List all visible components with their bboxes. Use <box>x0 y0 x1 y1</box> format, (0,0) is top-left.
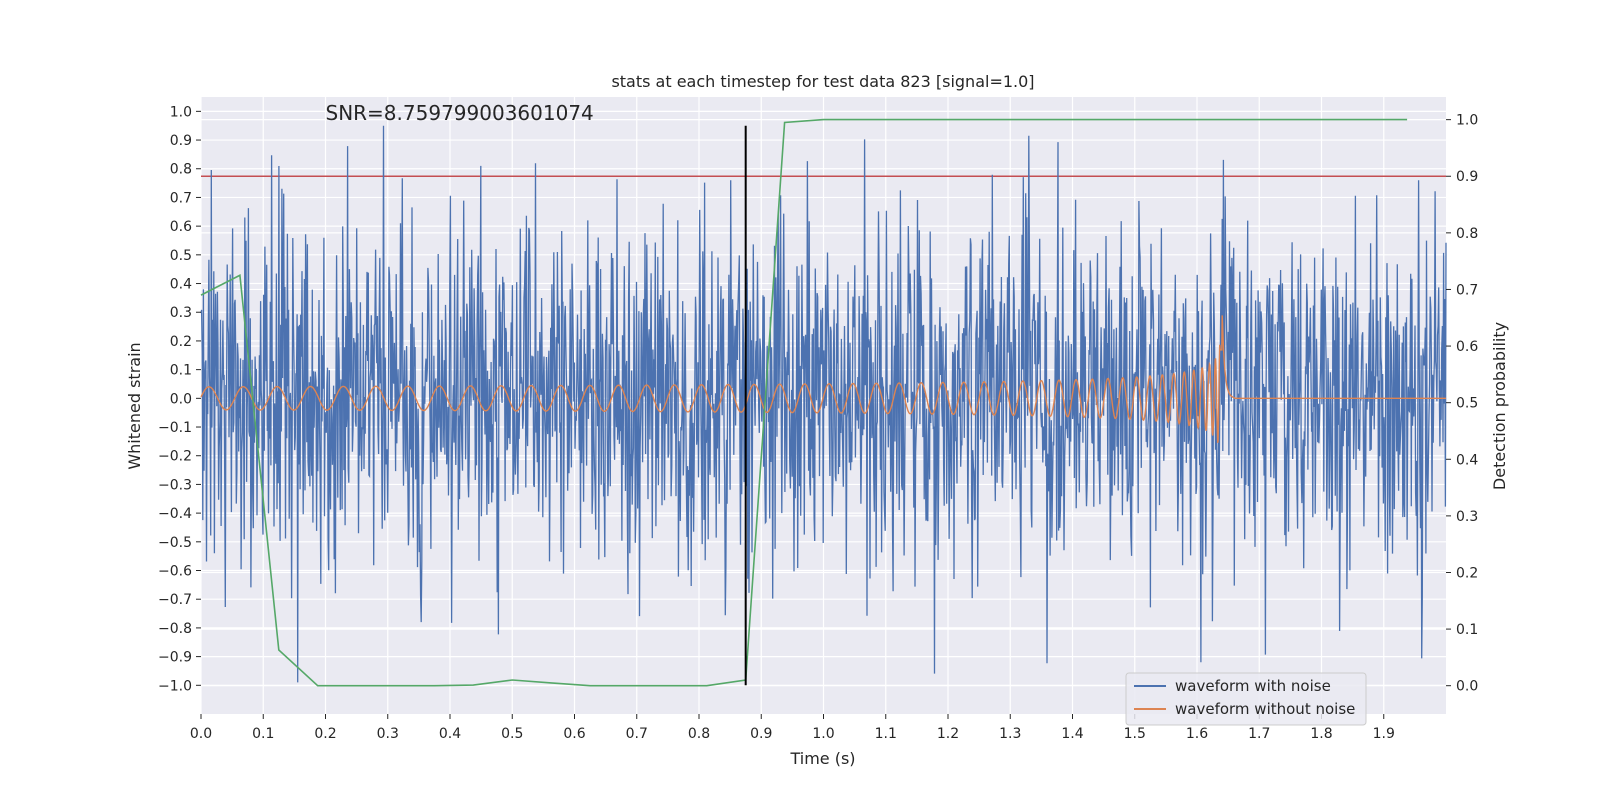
x-tick-label: 1.6 <box>1186 726 1208 742</box>
y2-tick-label: 0.3 <box>1456 509 1478 525</box>
y-tick-label: 0.7 <box>170 190 192 206</box>
y-tick-label: 0.9 <box>170 133 192 149</box>
y2-tick-label: 0.0 <box>1456 679 1478 695</box>
y2-tick-label: 0.5 <box>1456 396 1478 412</box>
y-tick-label: −0.4 <box>158 506 192 522</box>
x-tick-label: 1.4 <box>1061 726 1083 742</box>
y-tick-label: −1.0 <box>158 678 192 694</box>
y-tick-label: −0.8 <box>158 621 192 637</box>
x-tick-label: 1.9 <box>1373 726 1395 742</box>
y-axis-label: Whitened strain <box>125 342 144 469</box>
y-tick-label: 0.0 <box>170 391 192 407</box>
x-tick-label: 1.3 <box>999 726 1021 742</box>
y2-tick-label: 0.1 <box>1456 622 1478 638</box>
x-axis-ticks: 0.0 0.1 0.2 0.3 0.4 0.5 0.6 0.7 0.8 0.9 1.0 1.1 1.2 1… <box>190 714 1395 742</box>
x-tick-label: 0.6 <box>563 726 585 742</box>
y-tick-label: 0.1 <box>170 363 192 379</box>
x-tick-label: 0.3 <box>377 726 399 742</box>
y2-tick-label: 0.8 <box>1456 226 1478 242</box>
x-tick-label: 1.7 <box>1248 726 1270 742</box>
y-tick-label: −0.2 <box>158 449 192 465</box>
y-tick-label: −0.9 <box>158 650 192 666</box>
legend-label-noise: waveform with noise <box>1175 677 1331 695</box>
x-tick-label: 0.2 <box>314 726 336 742</box>
y2-axis-label: Detection probability <box>1490 322 1509 490</box>
y-tick-label: −0.3 <box>158 477 192 493</box>
y2-axis-ticks: 1.0 0.9 0.8 0.7 0.6 0.5 0.4 0.3 0.2 0.1 0.0 <box>1446 113 1478 695</box>
x-tick-label: 0.4 <box>439 726 461 742</box>
chart-title: stats at each timestep for test data 823… <box>611 72 1034 91</box>
y-axis-ticks: 1.0 0.9 0.8 0.7 0.6 0.5 0.4 0.3 0.2 0.1 0.0 −0.1 −0.… <box>158 104 201 694</box>
y2-tick-label: 0.4 <box>1456 452 1478 468</box>
x-axis-label: Time (s) <box>789 749 855 768</box>
y-tick-label: 0.6 <box>170 219 192 235</box>
legend-box <box>1125 672 1367 726</box>
y-tick-label: −0.7 <box>158 592 192 608</box>
x-tick-label: 1.8 <box>1310 726 1332 742</box>
y-tick-label: 0.2 <box>170 334 192 350</box>
y2-tick-label: 0.6 <box>1456 339 1478 355</box>
series-waveform-with-noise <box>200 125 1447 683</box>
y-tick-label: 0.4 <box>170 277 192 293</box>
x-tick-label: 0.5 <box>501 726 523 742</box>
y-tick-label: −0.1 <box>158 420 192 436</box>
y-tick-label: −0.6 <box>158 564 192 580</box>
y2-tick-label: 0.9 <box>1456 169 1478 185</box>
y-tick-label: 0.5 <box>170 248 192 264</box>
x-tick-label: 1.2 <box>937 726 959 742</box>
y-tick-label: 0.8 <box>170 162 192 178</box>
x-tick-label: 0.1 <box>252 726 274 742</box>
series-waveform-without-noise <box>200 315 1446 443</box>
x-tick-label: 0.9 <box>750 726 772 742</box>
y2-tick-label: 1.0 <box>1456 113 1478 129</box>
series-layer <box>200 118 1447 687</box>
legend-label-clean: waveform without noise <box>1175 700 1355 718</box>
series-detection-probability <box>200 118 1408 687</box>
x-tick-label: 1.5 <box>1124 726 1146 742</box>
legend: waveform with noise waveform without noi… <box>1125 672 1367 726</box>
snr-annotation: SNR=8.759799003601074 <box>326 101 594 125</box>
y-tick-label: 0.3 <box>170 305 192 321</box>
y-tick-label: −0.5 <box>158 535 192 551</box>
x-tick-label: 0.0 <box>190 726 212 742</box>
x-tick-label: 0.7 <box>626 726 648 742</box>
x-tick-label: 0.8 <box>688 726 710 742</box>
x-tick-label: 1.1 <box>875 726 897 742</box>
y-tick-label: 1.0 <box>170 104 192 120</box>
x-tick-label: 1.0 <box>812 726 834 742</box>
y2-tick-label: 0.2 <box>1456 565 1478 581</box>
y2-tick-label: 0.7 <box>1456 282 1478 298</box>
